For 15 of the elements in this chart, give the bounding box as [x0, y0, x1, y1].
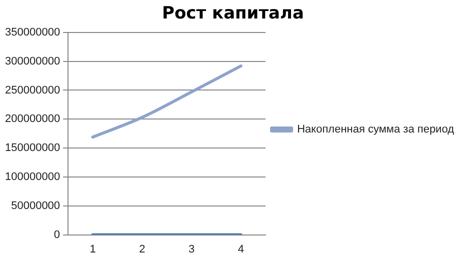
- x-tick-label: 4: [238, 243, 244, 256]
- chart-title: Рост капитала: [162, 4, 304, 24]
- x-tick-label: 3: [188, 243, 195, 256]
- y-tick-label: 300000000: [4, 55, 60, 68]
- y-tick-label: 150000000: [4, 142, 60, 154]
- x-tick-label: 1: [90, 243, 96, 256]
- x-tick-label: 2: [139, 243, 146, 256]
- y-tick-label: 100000000: [4, 171, 60, 184]
- y-tick-label: 200000000: [4, 113, 60, 126]
- line-series: [91, 64, 242, 139]
- legend-label: Накопленная сумма за период: [297, 124, 455, 136]
- y-tick-label: 250000000: [4, 84, 60, 96]
- y-tick-label: 350000000: [4, 26, 60, 38]
- y-tick-label: 0: [54, 228, 60, 241]
- y-tick-label: 50000000: [11, 200, 60, 212]
